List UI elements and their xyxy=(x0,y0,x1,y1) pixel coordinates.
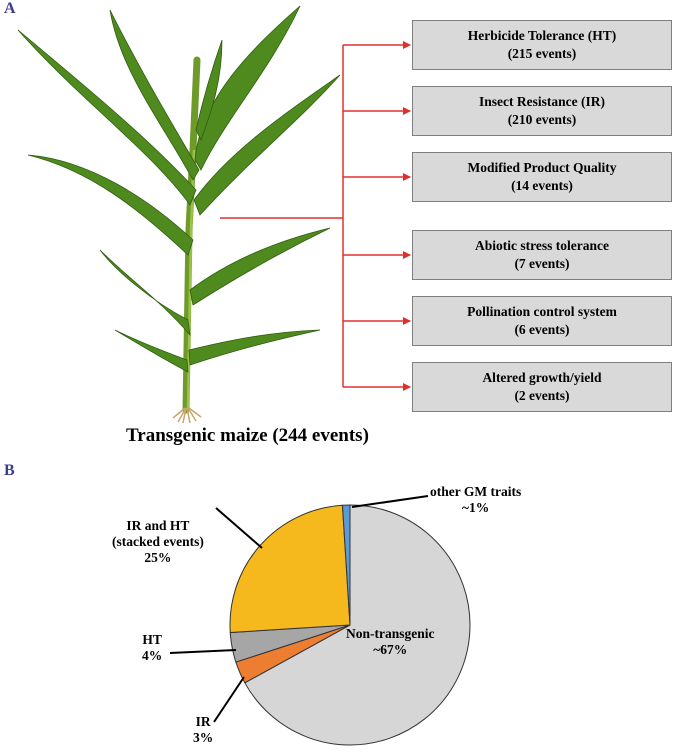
trait-name: Abiotic stress tolerance xyxy=(475,238,609,253)
pie-label-other-name: other GM traits xyxy=(430,484,522,499)
leader-other xyxy=(351,495,429,508)
pie-leader-lines xyxy=(169,495,429,723)
trait-box: Pollination control system (6 events) xyxy=(412,296,672,346)
trait-name: Insect Resistance (IR) xyxy=(479,94,605,109)
trait-events: (2 events) xyxy=(514,388,570,403)
trait-events: (6 events) xyxy=(514,322,570,337)
leader-stacked xyxy=(215,507,263,549)
trait-box: Modified Product Quality (14 events) xyxy=(412,152,672,202)
trait-box: Altered growth/yield (2 events) xyxy=(412,362,672,412)
pie-chart xyxy=(229,504,471,746)
pie-label-other-value: ~1% xyxy=(461,500,490,515)
pie-label-ir-value: 3% xyxy=(193,730,214,745)
pie-slice-non-transgenic xyxy=(244,504,471,746)
pie-label-stacked: IR and HT (stacked events) 25% xyxy=(112,518,204,566)
trait-box: Abiotic stress tolerance (7 events) xyxy=(412,230,672,280)
panel-label-b: B xyxy=(4,462,15,479)
pie-slice-stacked xyxy=(229,504,351,634)
trait-name: Pollination control system xyxy=(467,304,617,319)
plant-caption: Transgenic maize (244 events) xyxy=(126,425,369,446)
panel-label-a: A xyxy=(4,0,16,17)
trait-events: (215 events) xyxy=(507,46,577,61)
trait-events: (14 events) xyxy=(511,178,573,193)
leader-ht xyxy=(169,649,237,654)
trait-name: Herbicide Tolerance (HT) xyxy=(467,28,617,43)
maize-plant-icon xyxy=(17,5,341,424)
pie-label-non-value: ~67% xyxy=(373,642,408,657)
pie-label-stacked-sub: (stacked events) xyxy=(112,534,204,549)
pie-label-non-name: Non-transgenic xyxy=(346,626,435,641)
trait-box: Insect Resistance (IR) (210 events) xyxy=(412,86,672,136)
trait-name: Altered growth/yield xyxy=(482,370,602,385)
trait-name: Modified Product Quality xyxy=(467,160,617,175)
trait-events: (7 events) xyxy=(514,256,570,271)
pie-label-ht-name: HT xyxy=(142,632,162,647)
pie-label-ht: HT 4% xyxy=(142,632,162,664)
pie-label-non-transgenic: Non-transgenic ~67% xyxy=(346,626,435,658)
pie-label-stacked-name: IR and HT xyxy=(126,518,190,533)
pie-label-ir: IR 3% xyxy=(193,714,213,746)
leader-ir xyxy=(213,676,245,723)
pie-slice-other xyxy=(341,504,351,626)
pie-label-ht-value: 4% xyxy=(142,648,163,663)
pie-label-stacked-value: 25% xyxy=(144,550,172,565)
pie-label-ir-name: IR xyxy=(195,714,211,729)
trait-box: Herbicide Tolerance (HT) (215 events) xyxy=(412,20,672,70)
pie-label-other: other GM traits ~1% xyxy=(430,484,521,516)
trait-events: (210 events) xyxy=(507,112,577,127)
connector-lines xyxy=(220,41,411,391)
